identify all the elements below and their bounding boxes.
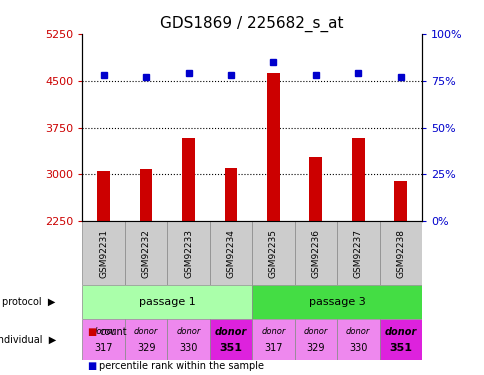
Text: individual  ▶: individual ▶ bbox=[0, 334, 56, 344]
Text: GSM92232: GSM92232 bbox=[141, 229, 151, 278]
Bar bbox=[294, 319, 336, 360]
Text: donor: donor bbox=[214, 327, 246, 337]
Bar bbox=[167, 221, 209, 285]
Text: 351: 351 bbox=[389, 344, 411, 354]
Text: percentile rank within the sample: percentile rank within the sample bbox=[99, 361, 264, 370]
Text: 329: 329 bbox=[306, 344, 324, 354]
Bar bbox=[182, 138, 195, 221]
Text: passage 1: passage 1 bbox=[138, 297, 196, 307]
Text: 317: 317 bbox=[94, 344, 113, 354]
Text: GSM92235: GSM92235 bbox=[268, 229, 277, 278]
Bar bbox=[252, 319, 294, 360]
Bar bbox=[393, 181, 406, 221]
Bar bbox=[224, 168, 237, 221]
Bar bbox=[139, 170, 152, 221]
Bar bbox=[378, 319, 421, 360]
Text: ■: ■ bbox=[87, 327, 96, 337]
Bar bbox=[351, 138, 364, 221]
Bar bbox=[294, 221, 336, 285]
Bar bbox=[209, 221, 252, 285]
Text: GSM92234: GSM92234 bbox=[226, 229, 235, 278]
Text: donor: donor bbox=[346, 327, 370, 336]
Text: GSM92238: GSM92238 bbox=[395, 229, 405, 278]
Bar bbox=[82, 221, 125, 285]
Text: passage 3: passage 3 bbox=[308, 297, 365, 307]
Bar bbox=[82, 285, 252, 319]
Bar bbox=[125, 319, 167, 360]
Text: GSM92233: GSM92233 bbox=[183, 229, 193, 278]
Bar bbox=[309, 157, 321, 221]
Bar bbox=[209, 319, 252, 360]
Text: GSM92236: GSM92236 bbox=[311, 229, 320, 278]
Bar bbox=[336, 221, 378, 285]
Bar bbox=[252, 221, 294, 285]
Bar bbox=[336, 319, 378, 360]
Text: 330: 330 bbox=[179, 344, 197, 354]
Bar bbox=[125, 221, 167, 285]
Text: donor: donor bbox=[261, 327, 285, 336]
Bar bbox=[252, 285, 421, 319]
Bar bbox=[82, 319, 125, 360]
Text: 330: 330 bbox=[348, 344, 367, 354]
Text: count: count bbox=[99, 327, 127, 337]
Text: donor: donor bbox=[303, 327, 327, 336]
Text: donor: donor bbox=[91, 327, 116, 336]
Text: GSM92237: GSM92237 bbox=[353, 229, 362, 278]
Bar bbox=[167, 319, 209, 360]
Text: ■: ■ bbox=[87, 361, 96, 370]
Title: GDS1869 / 225682_s_at: GDS1869 / 225682_s_at bbox=[160, 16, 343, 32]
Bar bbox=[378, 221, 421, 285]
Text: donor: donor bbox=[384, 327, 416, 337]
Text: donor: donor bbox=[134, 327, 158, 336]
Text: GSM92231: GSM92231 bbox=[99, 229, 108, 278]
Text: 317: 317 bbox=[264, 344, 282, 354]
Text: 351: 351 bbox=[219, 344, 242, 354]
Bar bbox=[97, 171, 110, 221]
Text: growth protocol  ▶: growth protocol ▶ bbox=[0, 297, 56, 307]
Text: donor: donor bbox=[176, 327, 200, 336]
Bar bbox=[267, 73, 279, 221]
Text: 329: 329 bbox=[136, 344, 155, 354]
